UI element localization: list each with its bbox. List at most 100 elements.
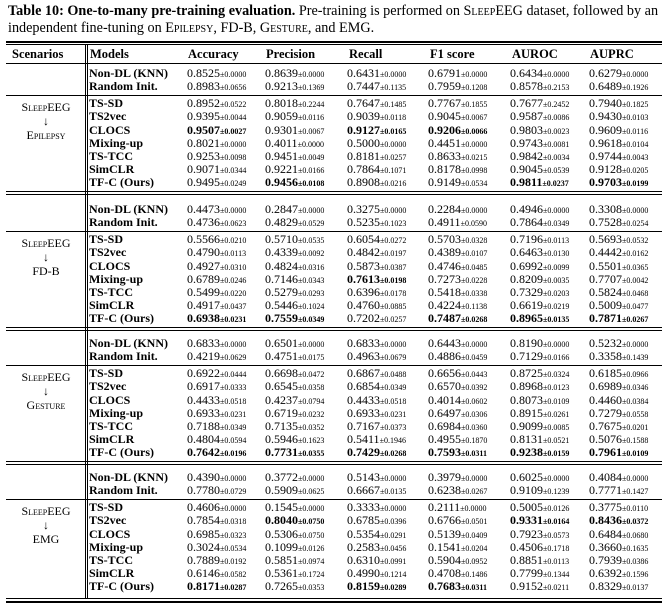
metric-mean: 0.5499	[187, 284, 220, 299]
metric-std: ±0.0602	[461, 396, 488, 406]
metric-mean: 0.7129	[510, 349, 543, 364]
metric-auroc: 0.8725±0.0324	[510, 367, 569, 381]
metric-std: ±0.0109	[622, 449, 649, 459]
metric-f1-score: 0.4389±0.0107	[428, 246, 487, 260]
metric-auroc: 0.9331±0.0164	[510, 514, 569, 528]
scenario-arrow: ↓	[43, 250, 49, 265]
table-row: Non-DL (KNN) 0.4473±0.0000 0.2847±0.0000 0.…	[0, 203, 668, 216]
metric-precision: 0.5446±0.1024	[265, 298, 324, 313]
metric-std: ±0.0113	[543, 236, 570, 246]
metric-mean: 0.9149	[428, 175, 461, 190]
metric-recall: 0.7613±0.0198	[347, 272, 406, 287]
metric-std: ±0.2244	[298, 100, 325, 110]
metric-accuracy: 0.6985±0.0323	[187, 527, 246, 542]
metric-mean: 0.9128	[589, 161, 622, 176]
metric-std: ±0.0384	[622, 396, 649, 406]
metric-std: ±0.0573	[543, 530, 570, 540]
metric-mean: 0.7528	[589, 215, 622, 230]
metric-mean: 0.4990	[347, 565, 380, 580]
scenario-rule	[6, 191, 662, 193]
metric-mean: 0.7683	[428, 579, 461, 594]
metric-mean: 0.2583	[347, 539, 380, 554]
metric-std: ±0.0231	[220, 315, 247, 325]
metric-auprc: 0.7940±0.1825	[589, 97, 648, 111]
metric-mean: 0.7429	[347, 445, 380, 460]
metric-mean: 0.8329	[589, 579, 622, 594]
metric-precision: 0.8040±0.0750	[265, 514, 324, 528]
metric-mean: 0.9045	[510, 161, 543, 176]
metric-mean: 0.9842	[510, 148, 543, 163]
metric-mean: 0.3772	[265, 470, 298, 484]
metric-std: ±0.0043	[622, 152, 649, 162]
scenario-arrow: ↓	[43, 114, 49, 129]
header-models: Models	[90, 47, 129, 61]
metric-auprc: 0.9609±0.0116	[589, 123, 648, 138]
metric-mean: 0.6025	[510, 470, 543, 484]
metric-std: ±0.0204	[461, 543, 488, 553]
metric-mean: 0.8915	[510, 405, 543, 420]
metric-std: ±0.0000	[298, 206, 325, 215]
metric-precision: 0.5361±0.1724	[265, 566, 324, 581]
metric-std: ±0.0534	[220, 543, 247, 553]
metric-mean: 0.6570	[428, 379, 461, 394]
metric-std: ±0.0049	[298, 152, 325, 162]
metric-mean: 0.8436	[589, 513, 622, 528]
metric-mean: 0.9206	[428, 122, 461, 137]
metric-std: ±0.0521	[543, 435, 570, 445]
metric-std: ±0.0000	[220, 139, 247, 149]
metric-auprc: 0.7675±0.0201	[589, 419, 648, 434]
metric-mean: 0.6431	[347, 66, 380, 80]
metric-auroc: 0.5005±0.0126	[510, 501, 569, 515]
metric-std: ±0.0952	[461, 556, 488, 566]
scenario-arrow: ↓	[43, 518, 49, 533]
metric-recall: 0.6833±0.0000	[347, 337, 406, 351]
metric-mean: 0.9109	[510, 483, 543, 498]
metric-f1-score: 0.8178±0.0998	[428, 162, 487, 177]
metric-std: ±0.0343	[298, 275, 325, 285]
metric-std: ±0.0386	[622, 556, 649, 566]
metric-std: ±0.0000	[622, 206, 649, 215]
metric-std: ±0.1369	[298, 83, 325, 93]
metric-mean: 0.9301	[265, 122, 298, 137]
metric-std: ±0.0220	[220, 288, 247, 298]
metric-mean: 0.5235	[347, 215, 380, 230]
metric-std: ±0.0000	[543, 474, 570, 483]
metric-std: ±0.0042	[622, 275, 649, 285]
metric-precision: 0.4011±0.0000	[265, 136, 324, 151]
metric-std: ±0.1071	[380, 165, 407, 175]
metric-std: ±0.0539	[543, 165, 570, 175]
metric-std: ±0.0355	[298, 449, 325, 459]
table-row: TS-TCC 0.5499±0.0220 0.5279±0.0293 0.6396±0…	[0, 284, 668, 299]
metric-mean: 0.6922	[187, 366, 220, 381]
metric-std: ±0.0268	[461, 315, 488, 325]
metric-auprc: 0.7707±0.0042	[589, 272, 649, 287]
metric-mean: 0.7642	[187, 445, 220, 460]
metric-accuracy: 0.4219±0.0629	[187, 350, 246, 364]
metric-std: ±0.2452	[543, 100, 570, 110]
model-name: TS2vec	[89, 109, 127, 124]
metric-auprc: 0.4460±0.0384	[589, 393, 649, 408]
metric-recall: 0.7167±0.0373	[347, 419, 406, 434]
metric-recall: 0.8159±0.0289	[347, 580, 406, 594]
model-name: CLOCS	[89, 526, 131, 541]
scenario-source: SleepEEG	[21, 100, 71, 115]
table-row: Non-DL (KNN) 0.4390±0.0000 0.3772±0.0000 0.…	[0, 471, 668, 484]
table-row: TS-SD 0.4606±0.0000 0.1545±0.0000 0.3333±0.…	[0, 501, 668, 514]
metric-mean: 0.9039	[347, 109, 380, 124]
metric-std: ±0.0477	[622, 301, 649, 311]
metric-mean: 0.6833	[347, 336, 380, 350]
metric-mean: 0.5824	[589, 284, 622, 299]
metric-mean: 0.6719	[265, 405, 298, 420]
metric-std: ±0.0000	[461, 70, 488, 79]
metric-auroc: 0.7129±0.0166	[510, 350, 569, 364]
metric-recall: 0.4433±0.0518	[347, 393, 406, 408]
metric-f1-score: 0.6570±0.0392	[428, 380, 487, 394]
metric-mean: 0.6185	[589, 366, 622, 381]
metric-mean: 0.7923	[510, 526, 543, 541]
metric-f1-score: 0.4746±0.0485	[428, 259, 487, 274]
metric-mean: 0.5354	[347, 526, 380, 541]
metric-mean: 0.7961	[589, 445, 622, 460]
metric-mean: 0.4389	[428, 245, 461, 260]
metric-std: ±0.0582	[220, 569, 247, 579]
